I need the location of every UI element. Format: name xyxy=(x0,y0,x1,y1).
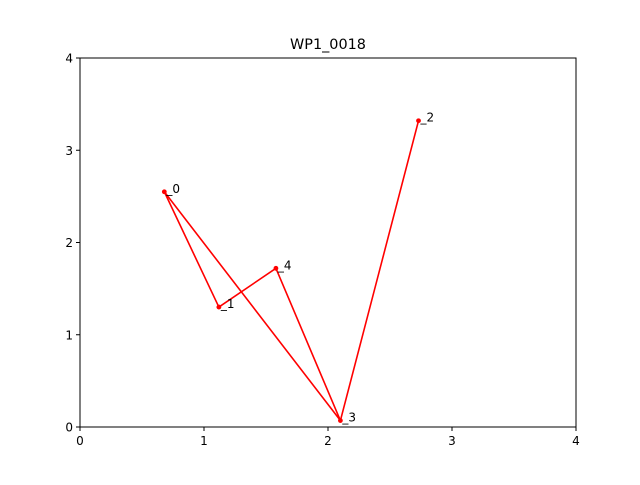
path-segment xyxy=(339,119,420,422)
point-label: _3 xyxy=(341,411,356,425)
y-tick-label: 4 xyxy=(65,52,73,66)
x-tick-label: 4 xyxy=(572,434,580,448)
x-tick-label: 2 xyxy=(324,434,332,448)
axes: 0 1 2 3 4 0 1 2 3 4 xyxy=(65,52,579,449)
y-tick-label: 3 xyxy=(65,144,73,158)
point-label: _0 xyxy=(165,182,180,196)
chart-title: WP1_0018 xyxy=(290,37,366,53)
data-point xyxy=(338,418,343,423)
data-points: _0 _1 _4 _3 _2 xyxy=(161,111,435,425)
path-segment xyxy=(163,190,220,308)
path-segment xyxy=(275,267,342,422)
point-label: _4 xyxy=(277,258,292,272)
x-tick-label: 0 xyxy=(76,434,84,448)
point-label: _1 xyxy=(220,297,235,311)
path-lines xyxy=(163,119,420,422)
data-point xyxy=(273,265,279,271)
path-segment xyxy=(218,267,277,308)
point-label: _2 xyxy=(420,111,435,125)
y-tick-label: 0 xyxy=(65,421,73,435)
data-point xyxy=(416,118,421,124)
y-tick-label: 1 xyxy=(65,328,73,342)
y-tick-label: 2 xyxy=(65,236,73,250)
x-tick-label: 3 xyxy=(448,434,456,448)
path-segment xyxy=(163,190,342,422)
data-point xyxy=(216,304,222,310)
data-point xyxy=(161,189,167,195)
x-tick-label: 1 xyxy=(200,434,208,448)
